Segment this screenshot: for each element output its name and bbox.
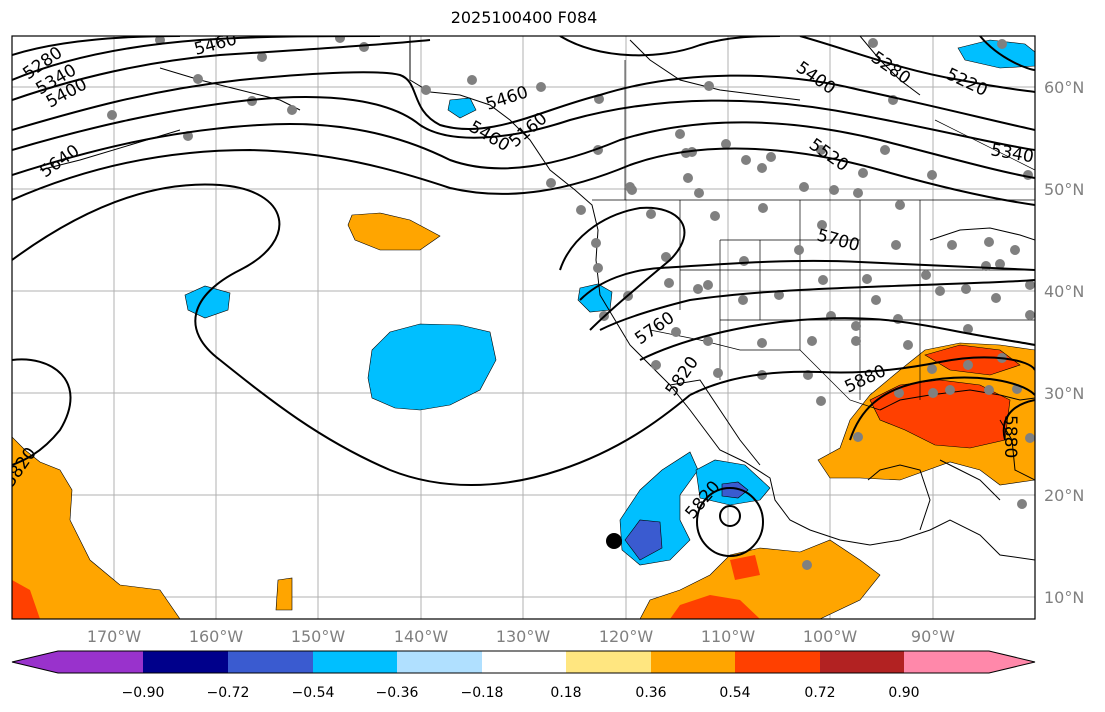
colorbar-segment [397, 651, 482, 673]
colorbar-tick-label: −0.18 [461, 685, 504, 701]
colorbar-segment [651, 651, 735, 673]
colorbar-outline [11, 650, 1036, 674]
colorbar-tick-label: 0.90 [888, 685, 919, 701]
colorbar-segment [735, 651, 820, 673]
colorbar-segment [482, 651, 566, 673]
colorbar-tick-label: 0.18 [550, 685, 581, 701]
lon-label: 90°W [911, 627, 955, 646]
colorbar-extend-min [12, 651, 58, 673]
lon-label: 150°W [291, 627, 346, 646]
longitude-labels: 170°W 160°W 150°W 140°W 130°W 120°W 110°… [87, 627, 955, 646]
colorbar-tick-label: 0.72 [804, 685, 835, 701]
colorbar-segment [904, 651, 989, 673]
colorbar: −0.90 −0.72 −0.54 −0.36 −0.18 0.18 0.36 … [11, 650, 1036, 701]
colorbar-segment [143, 651, 228, 673]
lat-label: 10°N [1044, 588, 1084, 607]
colorbar-extend-max [989, 651, 1035, 673]
colorbar-tick-label: −0.36 [376, 685, 419, 701]
lon-label: 120°W [599, 627, 654, 646]
colorbar-tick-label: 0.36 [635, 685, 666, 701]
colorbar-tick-label: −0.54 [292, 685, 335, 701]
height-contours [12, 36, 1035, 557]
map-title: 2025100400 F084 [450, 8, 598, 27]
lon-label: 110°W [701, 627, 756, 646]
graticule [12, 36, 1035, 619]
lon-label: 130°W [496, 627, 551, 646]
colorbar-tick-label: 0.54 [719, 685, 750, 701]
colorbar-tick-label: −0.72 [207, 685, 250, 701]
colorbar-tick-label: −0.90 [122, 685, 165, 701]
lat-label: 60°N [1044, 78, 1084, 97]
latitude-labels: 60°N 50°N 40°N 30°N 20°N 10°N [1044, 78, 1084, 607]
lat-label: 40°N [1044, 282, 1084, 301]
lat-label: 20°N [1044, 486, 1084, 505]
map-border [11, 35, 1036, 620]
lat-label: 50°N [1044, 180, 1084, 199]
lon-label: 100°W [803, 627, 858, 646]
storm-marker [606, 533, 622, 549]
colorbar-segment [228, 651, 313, 673]
colorbar-segment [820, 651, 904, 673]
colorbar-segment [313, 651, 397, 673]
lat-label: 30°N [1044, 384, 1084, 403]
colorbar-segment [58, 651, 143, 673]
colorbar-segment [566, 651, 651, 673]
lon-label: 160°W [189, 627, 244, 646]
political-borders [592, 60, 1035, 411]
lon-label: 170°W [87, 627, 142, 646]
negative-anomaly-shading [184, 39, 1035, 566]
lon-label: 140°W [394, 627, 449, 646]
contour-label: 5880 [1000, 415, 1020, 458]
